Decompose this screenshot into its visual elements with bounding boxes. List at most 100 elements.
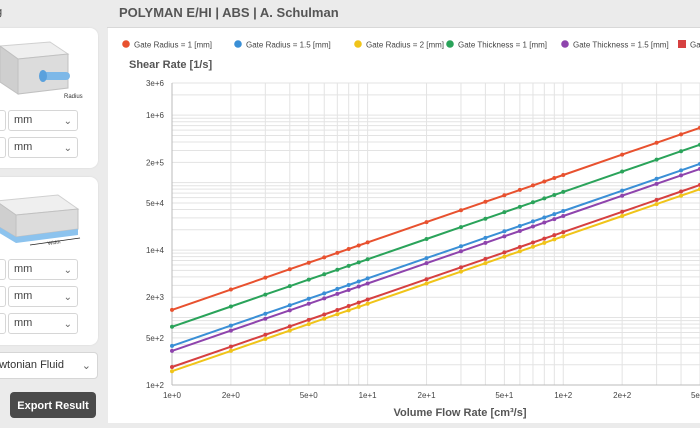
chart-panel: Gate Radius = 1 [mm]Gate Radius = 1.5 [m… — [108, 28, 700, 423]
data-point — [347, 264, 351, 268]
data-point — [229, 329, 233, 333]
data-point — [288, 284, 292, 288]
data-point — [263, 276, 267, 280]
x-tick-label: 2e+1 — [418, 391, 437, 400]
data-point — [518, 245, 522, 249]
gate-thickness-value-2[interactable] — [0, 286, 6, 307]
unit-select-1-value: mm — [14, 114, 32, 126]
gate-radius-value-2[interactable] — [0, 137, 6, 158]
unit-select-5-value: mm — [14, 317, 32, 329]
data-point — [357, 260, 361, 264]
data-point — [322, 312, 326, 316]
data-point — [335, 308, 339, 312]
data-point — [655, 141, 659, 145]
chevron-down-icon: ⌄ — [82, 354, 91, 379]
chevron-down-icon: ⌄ — [64, 315, 72, 334]
x-tick-label: 5e+2 — [691, 391, 700, 400]
data-point — [307, 297, 311, 301]
unit-select-3-value: mm — [14, 263, 32, 275]
y-axis-label: Shear Rate [1/s] — [129, 59, 212, 71]
fluid-model-value: ewtonian Fluid — [0, 359, 64, 371]
gate-radius-value-1[interactable] — [0, 110, 6, 131]
data-point — [170, 349, 174, 353]
data-point — [483, 217, 487, 221]
data-point — [425, 277, 429, 281]
data-point — [679, 149, 683, 153]
unit-select-1[interactable]: mm ⌄ — [8, 110, 78, 131]
y-tick-label: 1e+6 — [146, 111, 165, 120]
data-point — [263, 333, 267, 337]
chevron-down-icon: ⌄ — [64, 288, 72, 307]
data-point — [459, 244, 463, 248]
data-point — [170, 344, 174, 348]
export-result-button[interactable]: Export Result — [10, 392, 96, 418]
data-point — [531, 224, 535, 228]
data-point — [347, 308, 351, 312]
data-point — [620, 214, 624, 218]
data-point — [502, 250, 506, 254]
data-point — [483, 200, 487, 204]
unit-select-4[interactable]: mm ⌄ — [8, 286, 78, 307]
data-point — [459, 249, 463, 253]
data-point — [561, 214, 565, 218]
data-point — [518, 224, 522, 228]
data-point — [655, 177, 659, 181]
gate-thickness-value-3[interactable] — [0, 313, 6, 334]
data-point — [552, 193, 556, 197]
data-point — [366, 281, 370, 285]
data-point — [655, 202, 659, 206]
data-point — [679, 168, 683, 172]
unit-select-4-value: mm — [14, 290, 32, 302]
shear-rate-chart: Gate Radius = 1 [mm]Gate Radius = 1.5 [m… — [108, 28, 700, 423]
data-point — [542, 237, 546, 241]
gate-thickness-value-1[interactable] — [0, 259, 6, 280]
data-point — [288, 324, 292, 328]
unit-select-2[interactable]: mm ⌄ — [8, 137, 78, 158]
unit-select-5[interactable]: mm ⌄ — [8, 313, 78, 334]
data-point — [483, 236, 487, 240]
data-point — [347, 247, 351, 251]
x-tick-label: 1e+1 — [359, 391, 378, 400]
data-point — [288, 267, 292, 271]
data-point — [229, 304, 233, 308]
data-point — [335, 287, 339, 291]
fluid-model-select[interactable]: ewtonian Fluid ⌄ — [0, 352, 98, 379]
data-point — [322, 296, 326, 300]
data-point — [263, 293, 267, 297]
data-point — [347, 304, 351, 308]
data-point — [620, 170, 624, 174]
chevron-down-icon: ⌄ — [64, 112, 72, 131]
unit-select-3[interactable]: mm ⌄ — [8, 259, 78, 280]
data-point — [335, 268, 339, 272]
data-point — [679, 132, 683, 136]
data-point — [425, 256, 429, 260]
legend-circle-icon — [561, 40, 569, 48]
data-point — [357, 305, 361, 309]
gate-thickness-illustration: ess Width — [0, 181, 98, 253]
data-point — [518, 205, 522, 209]
data-point — [483, 241, 487, 245]
gate-radius-card: Radius mm ⌄ mm ⌄ — [0, 28, 98, 168]
data-point — [357, 285, 361, 289]
data-point — [552, 233, 556, 237]
data-point — [170, 365, 174, 369]
data-point — [542, 221, 546, 225]
data-point — [483, 261, 487, 265]
data-point — [307, 322, 311, 326]
data-point — [531, 219, 535, 223]
data-point — [542, 241, 546, 245]
chart-series — [170, 126, 700, 373]
y-tick-label: 1e+2 — [146, 381, 165, 390]
data-point — [322, 317, 326, 321]
data-point — [542, 179, 546, 183]
data-point — [425, 237, 429, 241]
data-point — [531, 245, 535, 249]
legend-circle-icon — [446, 40, 454, 48]
x-tick-label: 5e+1 — [495, 391, 514, 400]
data-point — [531, 200, 535, 204]
y-tick-label: 3e+6 — [146, 79, 165, 88]
legend-label: Gate Thickness = 1 [mm] — [458, 41, 547, 50]
data-point — [335, 292, 339, 296]
data-point — [502, 229, 506, 233]
data-point — [655, 198, 659, 202]
